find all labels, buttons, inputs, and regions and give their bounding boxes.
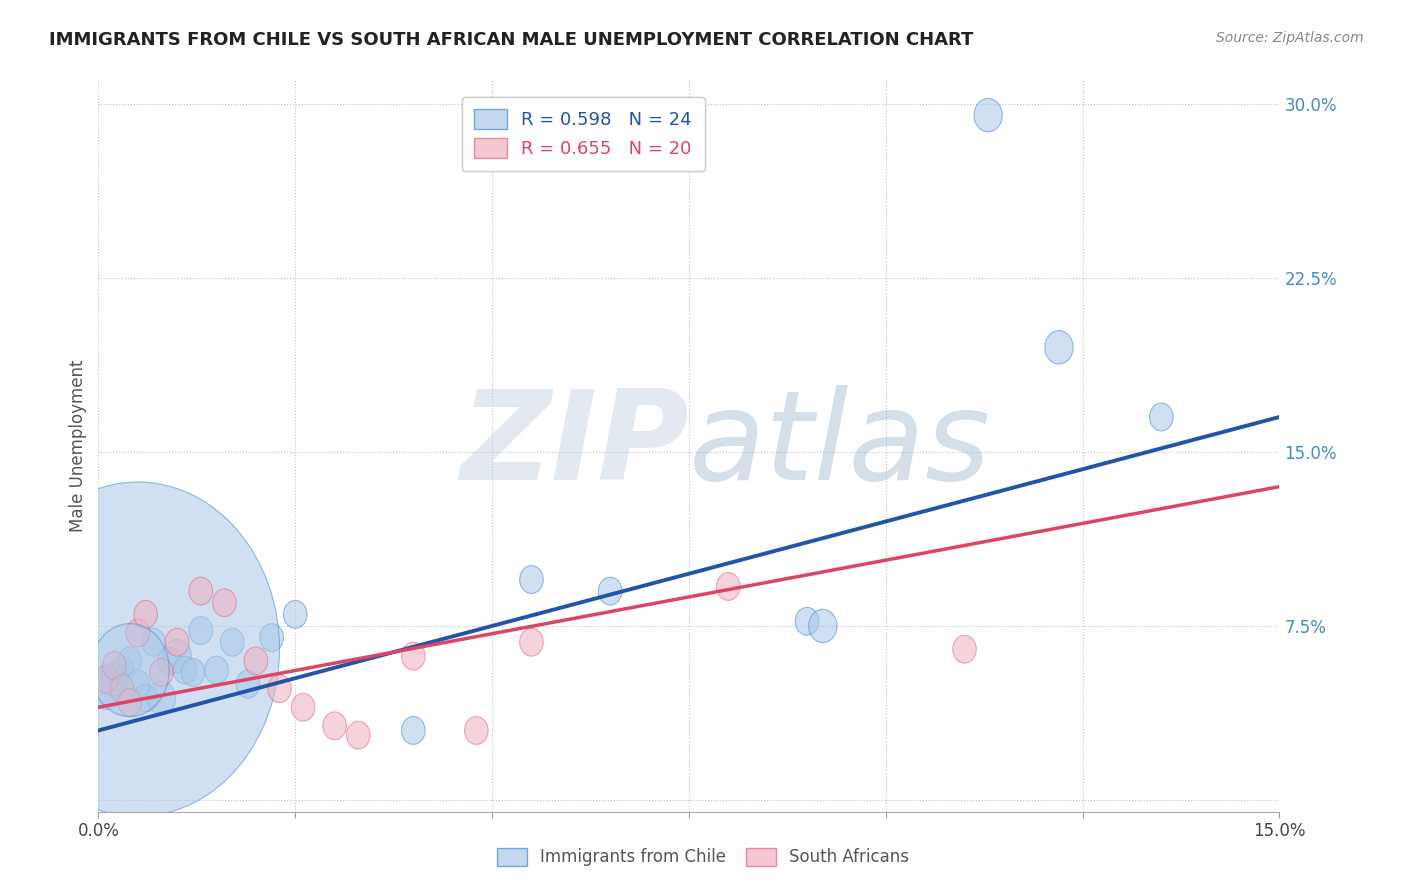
Ellipse shape <box>127 619 149 647</box>
Ellipse shape <box>520 566 543 593</box>
Legend: Immigrants from Chile, South Africans: Immigrants from Chile, South Africans <box>488 839 918 875</box>
Text: atlas: atlas <box>689 385 991 507</box>
Ellipse shape <box>599 577 621 605</box>
Text: ZIP: ZIP <box>460 385 689 507</box>
Ellipse shape <box>148 681 176 714</box>
Ellipse shape <box>163 640 191 673</box>
Ellipse shape <box>1045 331 1073 364</box>
Ellipse shape <box>134 684 157 712</box>
Legend: R = 0.598   N = 24, R = 0.655   N = 20: R = 0.598 N = 24, R = 0.655 N = 20 <box>461 96 704 170</box>
Ellipse shape <box>520 628 543 657</box>
Ellipse shape <box>103 651 127 680</box>
Ellipse shape <box>1150 403 1173 431</box>
Ellipse shape <box>188 577 212 605</box>
Ellipse shape <box>323 712 346 739</box>
Ellipse shape <box>0 482 280 816</box>
Ellipse shape <box>346 721 370 749</box>
Ellipse shape <box>205 657 228 684</box>
Ellipse shape <box>110 657 134 684</box>
Ellipse shape <box>291 693 315 721</box>
Ellipse shape <box>188 616 212 645</box>
Ellipse shape <box>149 658 173 686</box>
Ellipse shape <box>173 657 197 684</box>
Ellipse shape <box>284 600 307 628</box>
Ellipse shape <box>236 670 260 698</box>
Ellipse shape <box>245 647 267 674</box>
Ellipse shape <box>974 98 1002 132</box>
Ellipse shape <box>212 589 236 616</box>
Ellipse shape <box>402 642 425 670</box>
Ellipse shape <box>118 647 142 674</box>
Text: IMMIGRANTS FROM CHILE VS SOUTH AFRICAN MALE UNEMPLOYMENT CORRELATION CHART: IMMIGRANTS FROM CHILE VS SOUTH AFRICAN M… <box>49 31 973 49</box>
Ellipse shape <box>118 689 142 716</box>
Ellipse shape <box>134 600 157 628</box>
Text: Source: ZipAtlas.com: Source: ZipAtlas.com <box>1216 31 1364 45</box>
Ellipse shape <box>953 635 976 663</box>
Ellipse shape <box>100 663 128 696</box>
Ellipse shape <box>157 647 181 674</box>
Ellipse shape <box>90 624 169 716</box>
Ellipse shape <box>94 665 118 693</box>
Ellipse shape <box>221 628 245 657</box>
Ellipse shape <box>808 609 837 642</box>
Ellipse shape <box>142 628 166 657</box>
Ellipse shape <box>110 674 134 703</box>
Ellipse shape <box>464 716 488 745</box>
Ellipse shape <box>166 628 188 657</box>
Ellipse shape <box>181 658 205 686</box>
Y-axis label: Male Unemployment: Male Unemployment <box>69 359 87 533</box>
Ellipse shape <box>267 674 291 703</box>
Ellipse shape <box>717 573 740 600</box>
Ellipse shape <box>260 624 284 651</box>
Ellipse shape <box>89 668 124 709</box>
Ellipse shape <box>127 670 149 698</box>
Ellipse shape <box>402 716 425 745</box>
Ellipse shape <box>796 607 818 635</box>
